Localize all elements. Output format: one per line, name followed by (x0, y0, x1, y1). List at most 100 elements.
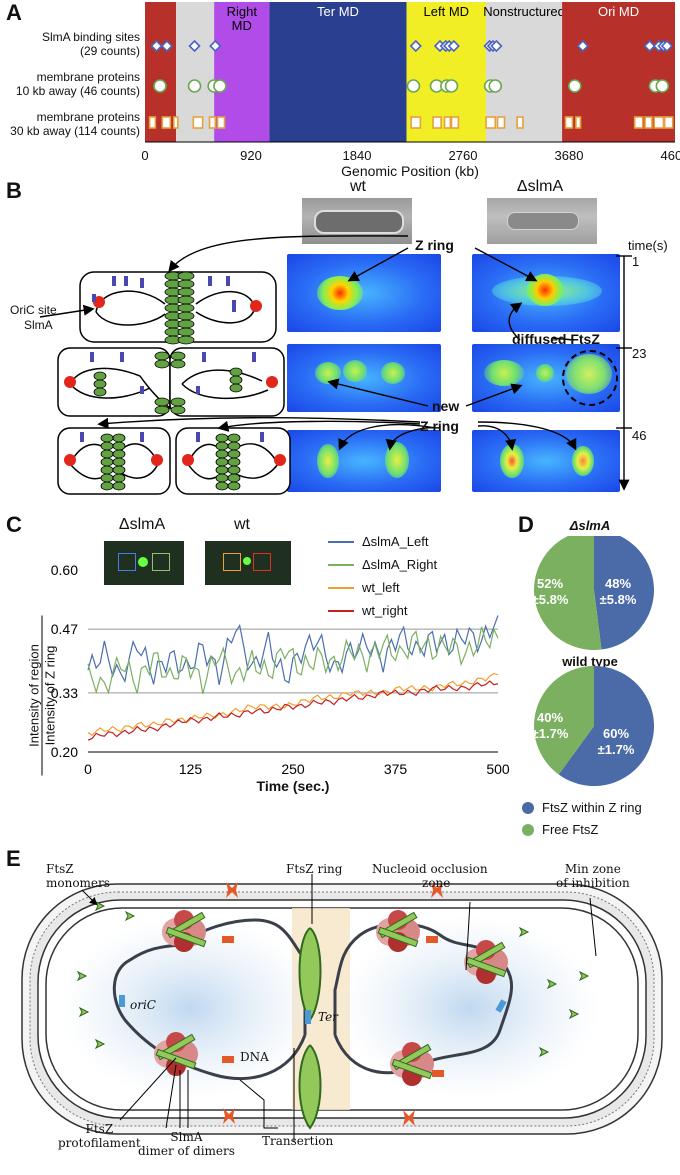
pie-legend-green: Free FtsZ (522, 822, 598, 837)
legend-text: wt_left (362, 580, 400, 595)
legend-swatch (328, 586, 354, 589)
slma-cluster (390, 1042, 434, 1086)
inset-title-wt: wt (234, 516, 250, 533)
x-tick-label: 125 (179, 761, 203, 777)
mem10-marker (187, 79, 202, 93)
new-label: new (432, 398, 460, 414)
cell-3 (57, 427, 291, 495)
mem30-marker (148, 116, 157, 129)
mem30-marker (653, 116, 665, 129)
heatmap-wt-23s (287, 344, 441, 412)
cell-1 (79, 271, 277, 345)
legend-item: wt_right (328, 599, 508, 622)
line: SlmA (170, 1130, 203, 1144)
x-tick-label: 500 (486, 761, 510, 777)
panel-d-label: D (518, 512, 534, 537)
inset-image-mut (104, 541, 184, 585)
legend-dot (522, 801, 534, 814)
genome-tick-label: 0 (141, 148, 149, 163)
slma-cluster (154, 1032, 198, 1076)
mem10-marker (406, 79, 421, 93)
row-label-line: 30 kb away (114 counts) (10, 124, 140, 138)
legend-item: wt_left (328, 576, 508, 599)
y-tick-label: 0.33 (51, 685, 78, 701)
brightfield-mut (487, 198, 597, 244)
mem30-marker (496, 116, 506, 129)
slma-site-marker (160, 39, 174, 53)
line: of inhibition (556, 876, 630, 890)
mem30-marker (663, 116, 674, 129)
time-1: 1 (632, 254, 640, 269)
genome-tick-label: 4600 (660, 148, 680, 163)
y-tick-label: 0.47 (51, 621, 78, 637)
slma-cluster (376, 910, 420, 952)
mem10-marker (213, 79, 227, 93)
oric-label: OriC site (10, 303, 57, 317)
series-line (87, 615, 499, 685)
heatmap-mut-23s (472, 344, 620, 412)
label-ftsz-ring: FtsZ ring (286, 862, 343, 876)
label-ftsz-monomers: FtsZ monomers (46, 862, 110, 890)
genome-region-label: Left MD (424, 4, 470, 19)
mem30-marker (443, 116, 452, 129)
mem10-marker (444, 79, 459, 93)
genome-tick-label: 1840 (342, 148, 372, 163)
slma-site-marker (660, 39, 674, 53)
col-title-wt: wt (350, 178, 366, 195)
col-title-mut: ΔslmA (516, 178, 564, 195)
mem30-marker (633, 116, 644, 129)
row-label-line: (29 counts) (79, 44, 140, 58)
legend-item: ΔslmA_Right (328, 553, 508, 576)
label-oric: oriC (130, 998, 156, 1012)
row-label-line: membrane proteins (36, 70, 140, 84)
time-46: 46 (632, 428, 647, 443)
time-axis-label: time(s) (628, 238, 668, 253)
slma-site-marker (447, 39, 460, 53)
label-min-zone: Min zone of inhibition (556, 862, 630, 890)
slma-site-marker (643, 39, 656, 53)
pct: 48% (604, 576, 632, 591)
row-label-mem10: membrane proteins 10 kb away (46 counts) (0, 70, 140, 98)
mem30-marker (450, 116, 460, 129)
legend-swatch (328, 563, 354, 566)
err: ±1.7% (531, 726, 569, 741)
pie-charts (534, 536, 654, 786)
legend-swatch (328, 540, 354, 543)
pie-wt-green-label: 40% ±1.7% (520, 710, 580, 742)
mem30-marker (161, 116, 172, 129)
line: Nucleoid occlusion (372, 862, 488, 876)
y-tick-label: 0.60 (51, 562, 78, 578)
pct: 60% (602, 726, 630, 741)
time-23: 23 (632, 346, 647, 361)
slma-site-marker (209, 39, 222, 53)
label-dna: DNA (240, 1050, 269, 1064)
mem30-marker (208, 116, 217, 129)
x-tick-label: 250 (281, 761, 305, 777)
line: dimer of dimers (138, 1144, 235, 1158)
x-tick-label: 375 (384, 761, 408, 777)
legend-text: wt_right (362, 603, 408, 618)
division-diagram (39, 235, 632, 495)
pie-slice-within-zring (558, 666, 654, 786)
mem30-marker (192, 116, 204, 129)
pie-slice-within-zring (594, 536, 654, 650)
series-line (87, 626, 499, 695)
mem10-marker (567, 79, 582, 93)
line: FtsZ (85, 1122, 114, 1136)
slma-site-marker (576, 39, 589, 53)
genome-tick-label: 920 (240, 148, 262, 163)
legend-item: ΔslmA_Left (328, 530, 508, 553)
line: zone (422, 876, 451, 890)
pie-mut-green-label: 52% ±5.8% (520, 576, 580, 608)
pct: 52% (536, 576, 564, 591)
ftsz-stack-1 (164, 271, 195, 345)
y-tick-label: 0.20 (51, 744, 78, 760)
label-ftsz-protofilament: FtsZ protofilament (58, 1122, 141, 1150)
mem30-marker (432, 116, 442, 129)
slma-site-marker (188, 39, 201, 53)
genome-region-label: Ori MD (598, 4, 639, 19)
pie-wt-blue-label: 60% ±1.7% (586, 726, 646, 758)
nucleoid-occlusion-diagram (21, 874, 663, 1142)
inset-title-mut: ΔslmA (118, 516, 166, 533)
legend-dot (522, 823, 534, 836)
